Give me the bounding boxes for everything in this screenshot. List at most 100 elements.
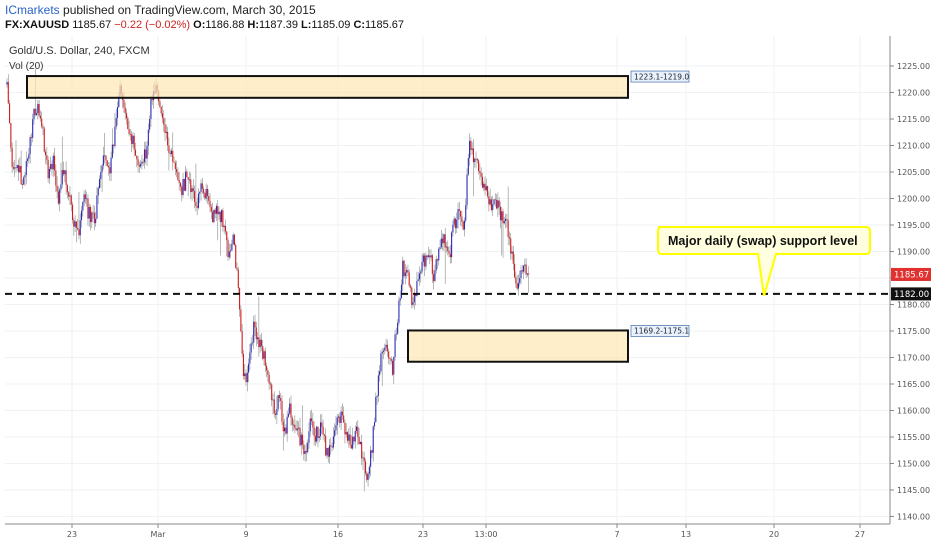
- candle-body: [390, 358, 392, 361]
- candle-body: [526, 273, 528, 275]
- candle-body: [370, 450, 372, 467]
- candle-body: [376, 395, 378, 397]
- candle-body: [264, 351, 266, 366]
- candle-body: [71, 204, 74, 221]
- candle-body: [224, 225, 226, 232]
- candle-body: [427, 255, 430, 257]
- candle-body: [314, 436, 316, 442]
- candle-body: [190, 179, 192, 193]
- y-tick-label: 1140.00: [897, 513, 930, 522]
- symbol-label[interactable]: FX:XAUUSD: [5, 19, 70, 31]
- candle-body: [223, 225, 225, 228]
- candle-body: [341, 411, 343, 416]
- candle-body: [371, 450, 373, 453]
- candle-body: [114, 126, 116, 146]
- candle-body: [391, 360, 394, 375]
- candle-body: [507, 219, 509, 237]
- candle-body: [515, 277, 517, 284]
- candle-body: [253, 321, 255, 343]
- candle-body: [133, 135, 135, 150]
- candle-body: [462, 221, 464, 230]
- candle-body: [422, 255, 424, 262]
- candle-body: [358, 436, 360, 445]
- candle-body: [91, 212, 93, 223]
- candle-body: [138, 165, 140, 167]
- candle-body: [106, 160, 108, 166]
- candle-body: [127, 118, 129, 130]
- candle-body: [325, 435, 327, 456]
- candle-body: [367, 473, 369, 480]
- candle-body: [293, 424, 295, 426]
- candle-body: [520, 270, 522, 279]
- candle-body: [443, 234, 445, 244]
- candle-body: [300, 434, 302, 446]
- candle-body: [304, 450, 306, 454]
- candle-body: [461, 216, 463, 222]
- candle-body: [321, 422, 323, 427]
- candle-body: [382, 350, 385, 352]
- candle-body: [203, 188, 205, 194]
- candle-body: [183, 178, 185, 191]
- callout-text: Major daily (swap) support level: [668, 234, 858, 248]
- time-axis[interactable]: 23 Mar 9 16 23 13:00 7 13 20 27: [67, 524, 865, 539]
- candle-body: [474, 158, 476, 163]
- candle-body: [415, 294, 417, 296]
- candle-body: [467, 158, 469, 175]
- candle-body: [440, 238, 442, 248]
- candle-body: [262, 346, 264, 359]
- candle-body: [257, 337, 259, 340]
- candle-body: [213, 209, 215, 223]
- candle-body: [263, 351, 265, 359]
- candle-body: [456, 219, 458, 229]
- candle-body: [109, 167, 111, 174]
- candle-body: [62, 170, 65, 175]
- close-value: 1185.67: [365, 19, 404, 31]
- candle-body: [359, 441, 361, 445]
- candle-body: [201, 183, 203, 189]
- candle-body: [400, 284, 403, 299]
- candle-body: [454, 218, 457, 229]
- candle-body: [37, 104, 39, 114]
- candle-body: [317, 426, 319, 438]
- candle-body: [502, 211, 504, 224]
- candle-body: [199, 192, 201, 194]
- candle-body: [42, 126, 44, 129]
- candle-body: [523, 265, 525, 272]
- candle-body: [160, 107, 162, 114]
- price-axis[interactable]: 1225.00 1220.00 1215.00 1210.00 1205.00 1200.…: [890, 62, 930, 522]
- candle-body: [250, 343, 252, 353]
- last-price: 1185.67: [72, 19, 112, 31]
- candle-body: [149, 119, 151, 130]
- candle-body: [272, 399, 274, 401]
- candle-body: [445, 246, 448, 248]
- candle-body: [260, 339, 262, 347]
- candle-body: [418, 273, 421, 280]
- candle-body: [197, 193, 200, 208]
- publisher-brand-link[interactable]: ICmarkets: [5, 3, 60, 17]
- candle-body: [240, 309, 242, 332]
- candle-body: [182, 178, 184, 196]
- candle-body: [505, 218, 507, 222]
- candle-body: [448, 250, 450, 254]
- candle-body: [78, 229, 80, 236]
- candle-body: [524, 264, 526, 266]
- candle-body: [20, 165, 22, 185]
- x-tick-label: 9: [243, 530, 248, 539]
- candle-body: [404, 272, 406, 277]
- candle-body: [204, 193, 206, 199]
- candle-body: [466, 174, 468, 206]
- candle-body: [74, 221, 76, 227]
- candle-body: [212, 211, 214, 223]
- candle-body: [177, 172, 179, 180]
- candle-body: [96, 195, 98, 219]
- candle-body: [173, 161, 175, 163]
- candle-body: [266, 365, 268, 371]
- candle-body: [241, 331, 243, 354]
- zone-box: [407, 329, 629, 363]
- candle-body: [73, 220, 75, 227]
- candle-body: [399, 298, 401, 301]
- y-tick-label: 1200.00: [897, 195, 930, 204]
- candle-body: [142, 161, 144, 163]
- candle-body: [353, 436, 355, 442]
